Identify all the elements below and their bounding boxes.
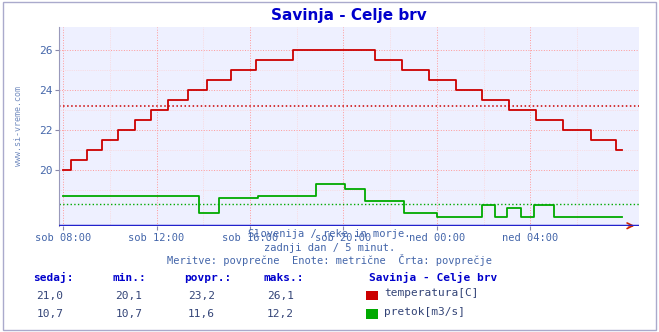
Text: maks.:: maks.: [264,273,304,283]
Text: Slovenija / reke in morje.: Slovenija / reke in morje. [248,229,411,239]
Text: 12,2: 12,2 [267,309,294,319]
Title: Savinja - Celje brv: Savinja - Celje brv [272,8,427,23]
Text: Savinja - Celje brv: Savinja - Celje brv [369,272,498,283]
Text: 11,6: 11,6 [188,309,215,319]
Text: Meritve: povprečne  Enote: metrične  Črta: povprečje: Meritve: povprečne Enote: metrične Črta:… [167,254,492,266]
Text: 10,7: 10,7 [36,309,63,319]
Text: temperatura[C]: temperatura[C] [384,288,478,298]
Text: sedaj:: sedaj: [33,272,73,283]
Text: zadnji dan / 5 minut.: zadnji dan / 5 minut. [264,243,395,253]
Text: 23,2: 23,2 [188,291,215,301]
Text: 10,7: 10,7 [115,309,142,319]
Text: 21,0: 21,0 [36,291,63,301]
Text: www.si-vreme.com: www.si-vreme.com [14,86,23,166]
Text: pretok[m3/s]: pretok[m3/s] [384,307,465,317]
Text: 20,1: 20,1 [115,291,142,301]
Text: povpr.:: povpr.: [185,273,232,283]
Text: 26,1: 26,1 [267,291,294,301]
Text: min.:: min.: [112,273,146,283]
